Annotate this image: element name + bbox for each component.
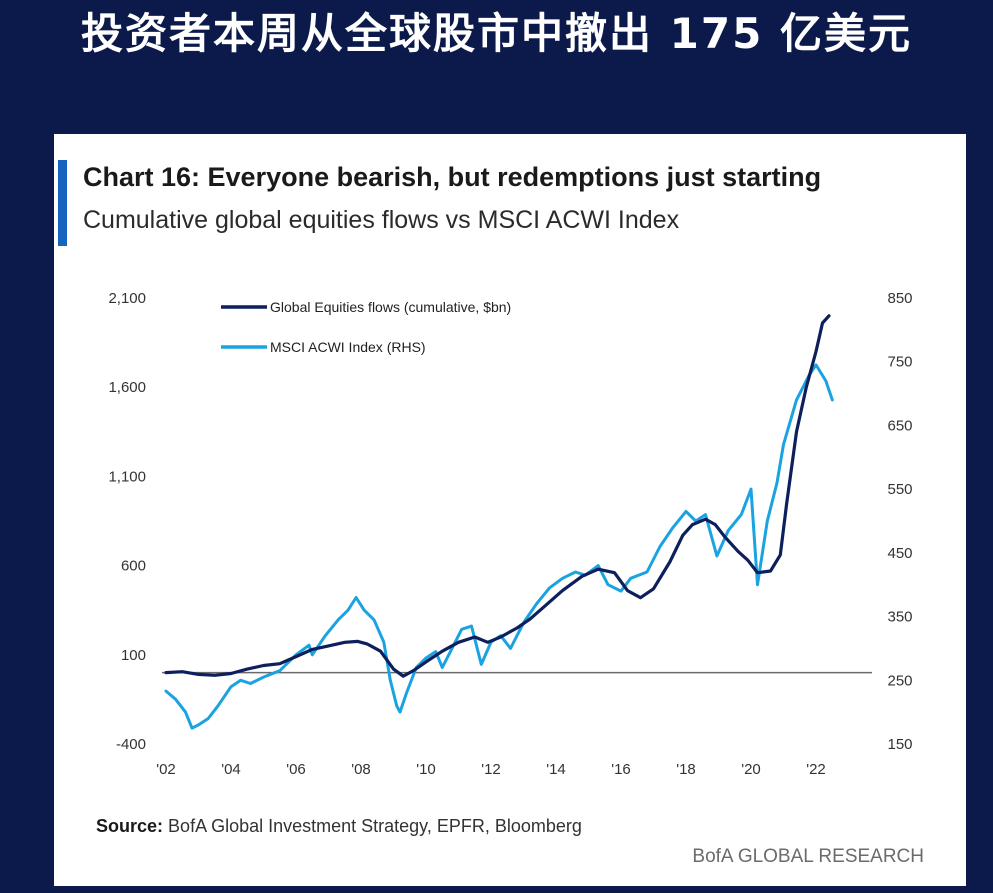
title-accent-bar <box>58 160 67 246</box>
brand-label: BofA GLOBAL RESEARCH <box>692 846 924 867</box>
right-axis-tick-label: 550 <box>887 481 912 498</box>
line-chart: 2,100 1,600 1,100 600 100 -400 850 750 650 550 45… <box>108 290 912 778</box>
x-axis-tick-label: '14 <box>546 761 566 778</box>
source-label: Source: <box>96 816 164 836</box>
right-axis-tick-label: 850 <box>887 290 912 307</box>
chart-card: Chart 16: Everyone bearish, but redempti… <box>54 134 966 886</box>
right-axis-tick-label: 250 <box>887 672 912 689</box>
x-axis-tick-label: '16 <box>611 761 631 778</box>
legend-label: MSCI ACWI Index (RHS) <box>270 339 426 355</box>
right-axis-tick-label: 150 <box>887 736 912 753</box>
legend-label: Global Equities flows (cumulative, $bn) <box>270 299 511 315</box>
left-axis-tick-label: 1,600 <box>108 379 146 396</box>
chart-subtitle: Cumulative global equities flows vs MSCI… <box>83 206 680 234</box>
right-axis-tick-label: 450 <box>887 545 912 562</box>
right-axis-tick-label: 750 <box>887 354 912 371</box>
legend: Global Equities flows (cumulative, $bn) M… <box>221 299 511 355</box>
x-axis-tick-label: '22 <box>806 761 826 778</box>
x-axis-tick-label: '18 <box>676 761 696 778</box>
x-axis-tick-label: '06 <box>286 761 306 778</box>
right-axis-tick-label: 350 <box>887 609 912 626</box>
x-axis: '02 '04 '06 '08 '10 '12 '14 '16 '18 '20 '22 <box>156 761 826 778</box>
right-axis: 850 750 650 550 450 350 250 150 <box>887 290 912 753</box>
source-text: BofA Global Investment Strategy, EPFR, B… <box>168 816 582 836</box>
series-line-msci-acwi <box>164 363 834 730</box>
left-axis: 2,100 1,600 1,100 600 100 -400 <box>108 290 146 753</box>
left-axis-tick-label: 600 <box>121 558 146 575</box>
left-axis-tick-label: 1,100 <box>108 468 146 485</box>
series-layer <box>164 314 834 730</box>
x-axis-tick-label: '20 <box>741 761 761 778</box>
x-axis-tick-label: '08 <box>351 761 371 778</box>
series-line-global-equities-flows <box>164 314 831 678</box>
left-axis-tick-label: 2,100 <box>108 290 146 307</box>
right-axis-tick-label: 650 <box>887 417 912 434</box>
x-axis-tick-label: '10 <box>416 761 436 778</box>
source-note: Source: BofA Global Investment Strategy,… <box>96 816 582 837</box>
left-axis-tick-label: -400 <box>116 736 146 753</box>
left-axis-tick-label: 100 <box>121 647 146 664</box>
chart-title: Chart 16: Everyone bearish, but redempti… <box>83 162 822 192</box>
x-axis-tick-label: '12 <box>481 761 501 778</box>
x-axis-tick-label: '02 <box>156 761 176 778</box>
x-axis-tick-label: '04 <box>221 761 241 778</box>
headline: 投资者本周从全球股市中撤出 175 亿美元 <box>81 9 912 58</box>
